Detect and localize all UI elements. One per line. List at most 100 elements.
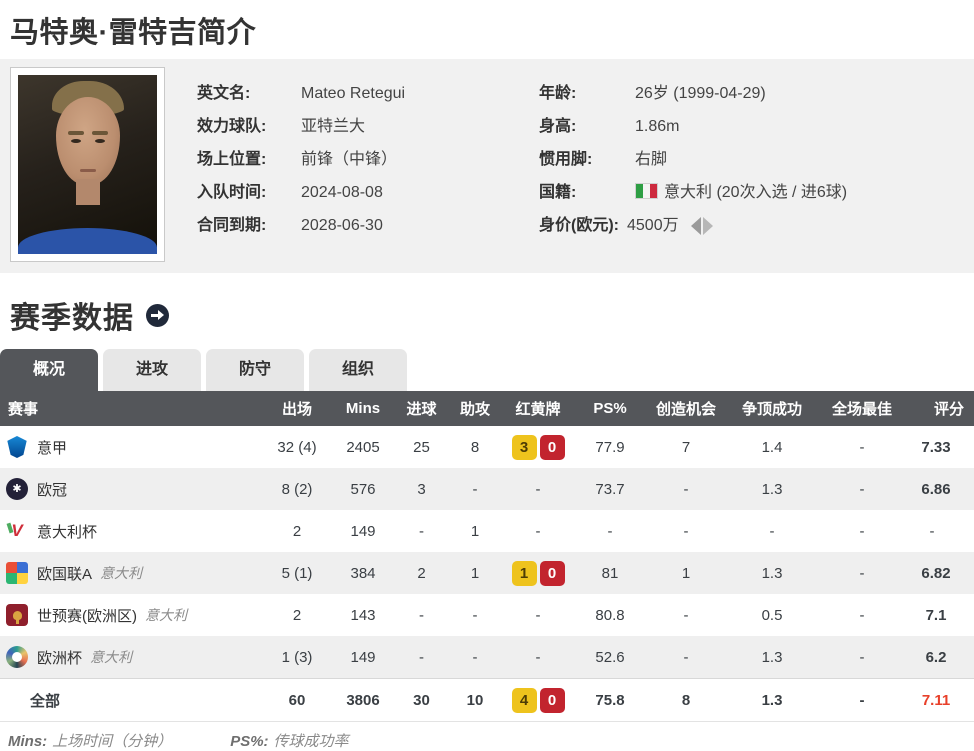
col-rating: 评分 bbox=[907, 391, 974, 426]
appearances-cell: 32 (4) bbox=[277, 438, 317, 456]
table-row-wc-qualifiers[interactable]: 世预赛(欧洲区) 意大利 2 143 - - - 80.8 - 0.5 - 7.1 bbox=[0, 594, 974, 636]
yellow-card-badge: 1 bbox=[511, 560, 537, 586]
mins-cell: 2405 bbox=[346, 438, 380, 456]
table-row-coppa-italia[interactable]: V 意大利杯 2 149 - 1 - - - - - - bbox=[0, 510, 974, 552]
tab-attack[interactable]: 进攻 bbox=[103, 349, 202, 391]
profile-right-column: 年龄: 26岁 (1999-04-29) 身高: 1.86m 惯用脚: 右脚 国… bbox=[539, 83, 847, 236]
right-arrow-icon bbox=[702, 216, 713, 235]
cards-cell: - bbox=[535, 606, 541, 624]
pass-success-cell: 73.7 bbox=[575, 468, 645, 510]
table-row-euro[interactable]: 欧洲杯 意大利 1 (3) 149 - - - 52.6 - 1.3 - 6.2 bbox=[0, 636, 974, 679]
pass-success-cell: 81 bbox=[575, 552, 645, 594]
field-position: 场上位置: 前锋（中锋） bbox=[197, 149, 537, 170]
rating-cell: 7.1 bbox=[925, 606, 947, 624]
col-cards: 红黄牌 bbox=[501, 391, 575, 426]
appearances-cell: 60 bbox=[262, 678, 332, 722]
col-appearances: 出场 bbox=[262, 391, 332, 426]
legend-ps: PS%: 传球成功率 bbox=[230, 730, 348, 751]
mins-cell: 143 bbox=[350, 606, 376, 624]
field-value: 2024-08-08 bbox=[301, 184, 383, 201]
player-photo bbox=[10, 67, 165, 262]
chances-cell: - bbox=[683, 522, 689, 540]
competition-name: 意甲 bbox=[37, 439, 68, 457]
pass-success-cell: 77.9 bbox=[595, 438, 625, 456]
field-preferred-foot: 惯用脚: 右脚 bbox=[539, 149, 847, 170]
col-competition: 赛事 bbox=[0, 391, 262, 426]
rating-cell: 7.11 bbox=[907, 678, 974, 722]
motm-cell: - bbox=[817, 678, 907, 722]
goals-cell: - bbox=[394, 636, 449, 679]
field-value: 意大利 (20次入选 / 进6球) bbox=[635, 182, 847, 203]
market-value-history-toggle[interactable] bbox=[690, 216, 713, 235]
assists-cell: 8 bbox=[470, 438, 480, 456]
col-pass-success: PS% bbox=[575, 391, 645, 426]
player-info-panel: 英文名: Mateo Retegui 效力球队: 亚特兰大 场上位置: 前锋（中… bbox=[0, 59, 974, 273]
field-height: 身高: 1.86m bbox=[539, 116, 847, 137]
tab-overview[interactable]: 概况 bbox=[0, 349, 99, 391]
aerials-cell: 1.3 bbox=[727, 636, 817, 679]
field-value: 2028-06-30 bbox=[301, 217, 383, 234]
coppa-italia-logo: V bbox=[6, 520, 28, 542]
red-card-badge: 0 bbox=[539, 687, 565, 713]
italy-flag-icon bbox=[635, 183, 658, 199]
goals-cell: 3 bbox=[394, 468, 449, 510]
world-cup-qualifier-logo bbox=[6, 604, 28, 626]
assists-cell: - bbox=[472, 606, 478, 624]
serie-a-logo bbox=[7, 436, 27, 458]
euro-logo bbox=[6, 646, 28, 668]
motm-cell: - bbox=[859, 438, 865, 456]
field-value: 亚特兰大 bbox=[301, 118, 366, 135]
field-label: 效力球队: bbox=[197, 118, 267, 135]
section-title: 赛季数据 bbox=[10, 302, 134, 335]
field-value: 4500万 bbox=[627, 217, 679, 234]
field-contract-until: 合同到期: 2028-06-30 bbox=[197, 215, 537, 236]
rating-cell: 7.33 bbox=[921, 438, 951, 456]
field-value: Mateo Retegui bbox=[301, 85, 406, 102]
field-label: 场上位置: bbox=[197, 151, 267, 168]
table-row-champions-league[interactable]: ✱ 欧冠 8 (2) 576 3 - - 73.7 - 1.3 - 6.86 bbox=[0, 468, 974, 510]
rating-cell: 6.86 bbox=[907, 468, 974, 510]
season-stats-table: 赛事 出场 Mins 进球 助攻 红黄牌 PS% 创造机会 争顶成功 全场最佳 … bbox=[0, 391, 974, 722]
tab-organisation[interactable]: 组织 bbox=[309, 349, 408, 391]
field-value: 26岁 (1999-04-29) bbox=[635, 85, 766, 102]
appearances-cell: 5 (1) bbox=[262, 552, 332, 594]
competition-name: 意大利杯 bbox=[37, 523, 98, 541]
field-label: 英文名: bbox=[197, 85, 251, 102]
goals-cell: 2 bbox=[394, 552, 449, 594]
nations-league-logo bbox=[6, 562, 28, 584]
motm-cell: - bbox=[817, 468, 907, 510]
chances-cell: 1 bbox=[645, 552, 727, 594]
cards-cell: - bbox=[501, 636, 575, 679]
field-english-name: 英文名: Mateo Retegui bbox=[197, 83, 537, 104]
tab-defence[interactable]: 防守 bbox=[206, 349, 305, 391]
assists-cell: - bbox=[449, 468, 501, 510]
national-team-note: 意大利 bbox=[145, 607, 187, 623]
assists-cell: 10 bbox=[449, 678, 501, 722]
left-arrow-icon bbox=[690, 216, 701, 235]
rating-cell: 6.2 bbox=[907, 636, 974, 679]
chances-cell: - bbox=[645, 636, 727, 679]
field-current-team: 效力球队: 亚特兰大 bbox=[197, 116, 537, 137]
nationality-text: 意大利 (20次入选 / 进6球) bbox=[664, 184, 848, 201]
field-value: 前锋（中锋） bbox=[301, 151, 398, 168]
chances-cell: 8 bbox=[645, 678, 727, 722]
mins-cell: 149 bbox=[350, 522, 376, 540]
appearances-cell: 2 bbox=[292, 606, 302, 624]
appearances-cell: 2 bbox=[292, 522, 302, 540]
pass-success-cell: 80.8 bbox=[595, 606, 625, 624]
field-value: 右脚 bbox=[635, 151, 668, 168]
chances-cell: - bbox=[645, 468, 727, 510]
field-label: 身高: bbox=[539, 118, 577, 135]
field-market-value: 身价(欧元): 4500万 bbox=[539, 215, 847, 236]
mins-cell: 149 bbox=[332, 636, 394, 679]
right-arrow-circle-icon[interactable] bbox=[146, 303, 169, 327]
aerials-cell: - bbox=[769, 522, 775, 540]
field-label: 年龄: bbox=[539, 85, 577, 102]
competition-name: 欧国联A bbox=[37, 565, 93, 583]
national-team-note: 意大利 bbox=[100, 565, 143, 581]
legend-mins: Mins: 上场时间（分钟） bbox=[8, 730, 172, 751]
col-motm: 全场最佳 bbox=[817, 391, 907, 426]
